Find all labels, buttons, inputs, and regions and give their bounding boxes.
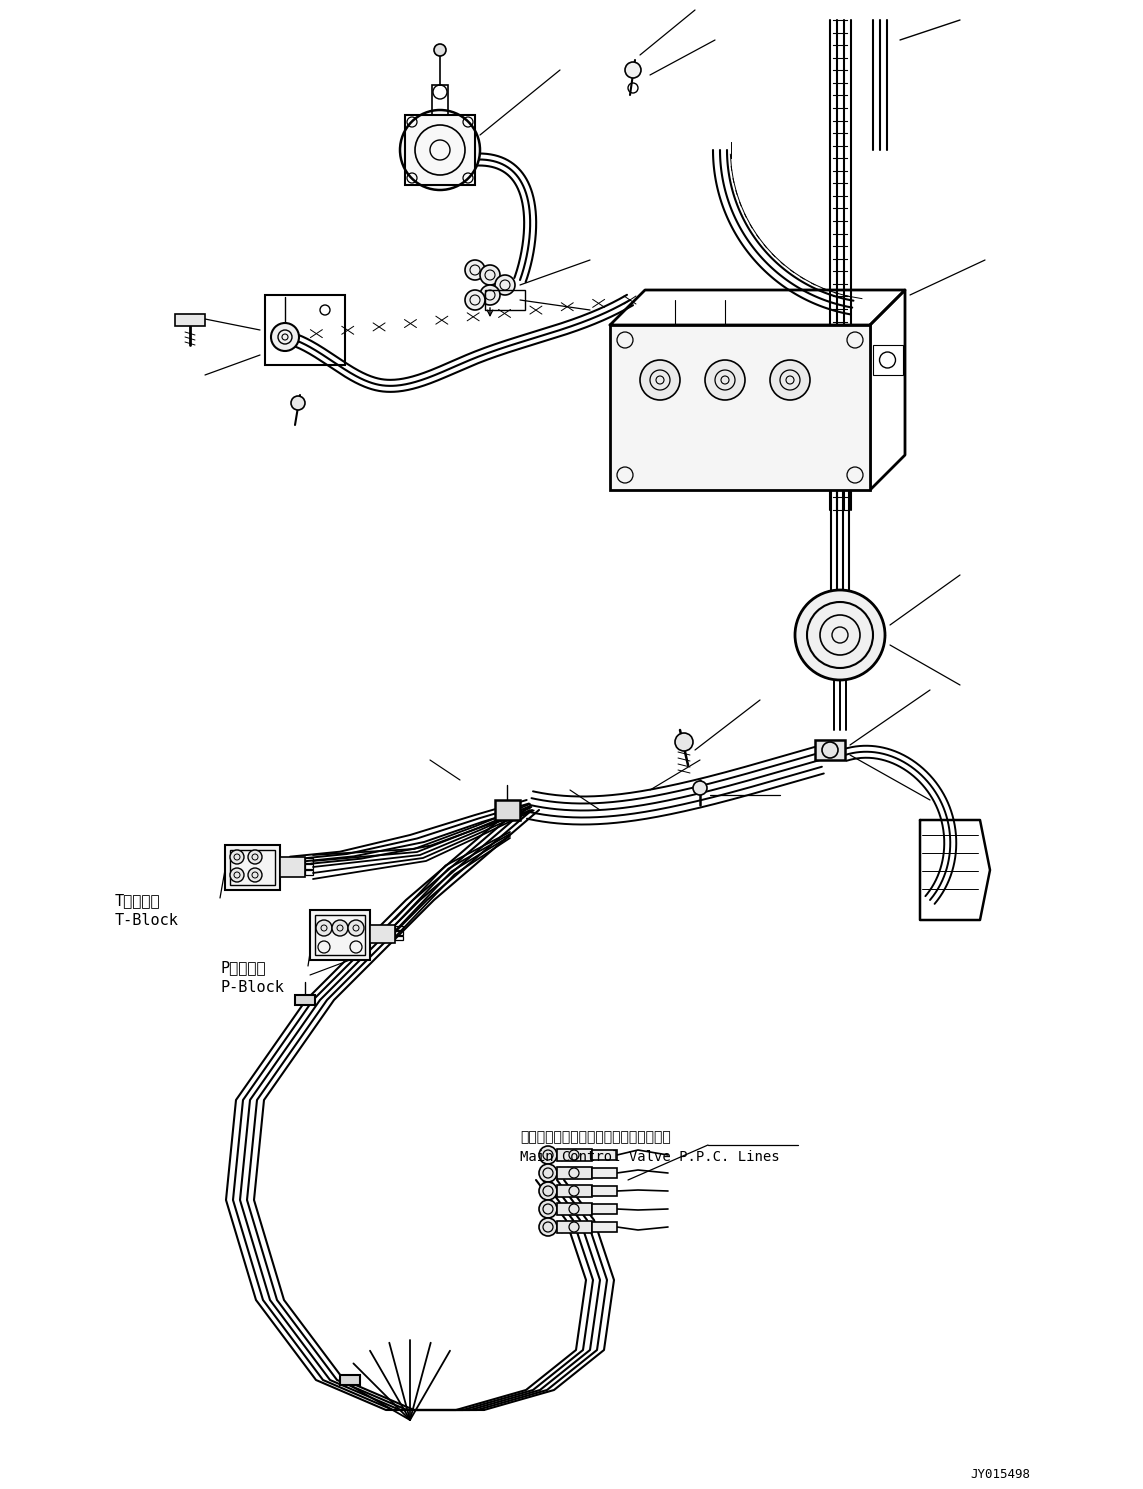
Circle shape <box>770 360 810 401</box>
Bar <box>370 925 395 943</box>
Circle shape <box>539 1182 557 1200</box>
Bar <box>815 740 845 759</box>
Circle shape <box>705 360 745 401</box>
Circle shape <box>248 850 262 864</box>
Bar <box>395 926 403 931</box>
Bar <box>432 85 448 115</box>
Circle shape <box>539 1147 557 1164</box>
Bar <box>265 295 345 365</box>
Circle shape <box>539 1218 557 1236</box>
Bar <box>405 115 475 185</box>
Bar <box>485 290 525 310</box>
Circle shape <box>625 63 641 77</box>
Circle shape <box>434 45 446 57</box>
Bar <box>592 1150 617 1160</box>
Circle shape <box>271 323 299 351</box>
Bar <box>295 995 315 1005</box>
Text: Main Control Valve P.P.C. Lines: Main Control Valve P.P.C. Lines <box>520 1150 780 1164</box>
Bar <box>592 1167 617 1178</box>
Circle shape <box>315 920 331 937</box>
Bar <box>395 931 403 935</box>
Bar <box>305 864 313 870</box>
Bar <box>395 937 403 940</box>
Bar <box>280 858 305 877</box>
Bar <box>305 870 313 876</box>
Bar <box>592 1222 617 1231</box>
Circle shape <box>230 868 243 881</box>
Bar <box>592 1187 617 1196</box>
Bar <box>495 800 520 820</box>
Bar <box>315 916 365 954</box>
Bar <box>305 858 313 864</box>
Bar <box>610 325 870 490</box>
Circle shape <box>347 920 363 937</box>
Bar <box>230 850 275 884</box>
Text: JY015498: JY015498 <box>970 1468 1030 1482</box>
Bar <box>557 1150 592 1161</box>
Text: Pブロック: Pブロック <box>219 960 265 975</box>
Circle shape <box>480 265 499 284</box>
Bar <box>557 1167 592 1179</box>
Bar <box>592 1205 617 1214</box>
Text: Tブロック: Tブロック <box>115 893 161 908</box>
Circle shape <box>465 261 485 280</box>
Circle shape <box>465 290 485 310</box>
Circle shape <box>230 850 243 864</box>
Bar <box>557 1185 592 1197</box>
Bar <box>175 314 205 326</box>
Text: メインコントロールバルブＰＰＣライン: メインコントロールバルブＰＰＣライン <box>520 1130 671 1144</box>
Bar <box>873 345 903 375</box>
Circle shape <box>693 782 708 795</box>
Circle shape <box>676 733 693 750</box>
Circle shape <box>796 590 885 680</box>
Bar <box>310 910 370 960</box>
Circle shape <box>331 920 347 937</box>
Circle shape <box>480 284 499 305</box>
Circle shape <box>495 275 515 295</box>
Text: T-Block: T-Block <box>115 913 178 928</box>
Circle shape <box>539 1200 557 1218</box>
Bar <box>557 1203 592 1215</box>
Bar <box>339 1374 360 1385</box>
Circle shape <box>248 868 262 881</box>
Circle shape <box>640 360 680 401</box>
Bar <box>225 844 280 890</box>
Text: P-Block: P-Block <box>219 980 283 995</box>
Circle shape <box>539 1164 557 1182</box>
Circle shape <box>400 110 480 191</box>
Bar <box>557 1221 592 1233</box>
Circle shape <box>291 396 305 409</box>
